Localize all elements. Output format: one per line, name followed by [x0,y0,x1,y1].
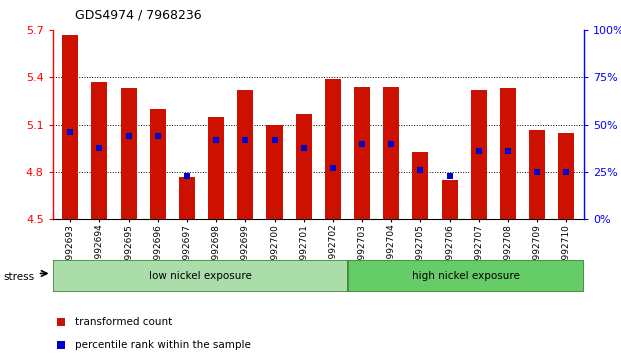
Bar [120,88,137,219]
Text: GDS4974 / 7968236: GDS4974 / 7968236 [75,9,201,22]
Bar [354,87,370,219]
Text: low nickel exposure: low nickel exposure [149,271,252,281]
Bar [442,180,458,219]
Bar [500,88,516,219]
Bar [296,114,312,219]
Text: transformed count: transformed count [75,317,172,327]
Bar [383,87,399,219]
Bar [558,133,574,219]
Bar [62,35,78,219]
Bar [412,152,428,219]
Bar [237,90,253,219]
Bar [348,260,584,292]
Bar [529,130,545,219]
Bar [179,177,195,219]
Text: stress: stress [3,272,34,282]
Bar [471,90,487,219]
Bar [266,125,283,219]
Text: high nickel exposure: high nickel exposure [412,271,520,281]
Bar [325,79,341,219]
Bar [91,82,107,219]
Text: percentile rank within the sample: percentile rank within the sample [75,340,250,350]
Bar [53,260,348,292]
Bar [208,117,224,219]
Bar [150,109,166,219]
